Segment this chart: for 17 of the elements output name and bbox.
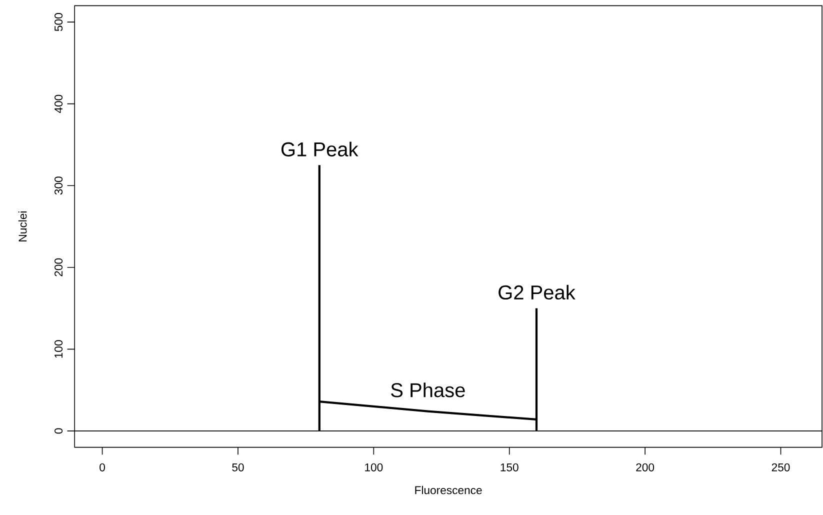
y-tick-label: 200 <box>54 258 63 276</box>
y-tick-label: 0 <box>54 428 63 434</box>
y-tick-label: 300 <box>54 176 63 195</box>
x-tick-label: 150 <box>500 463 518 472</box>
y-tick-label: 500 <box>54 13 63 32</box>
annotation: G2 Peak <box>498 284 576 300</box>
y-tick-label: 400 <box>54 94 63 114</box>
x-axis-title: Fluorescence <box>415 486 482 494</box>
y-tick-label: 100 <box>54 340 63 358</box>
x-tick-label: 50 <box>232 463 244 472</box>
x-tick-label: 0 <box>100 463 105 472</box>
x-tick-label: 200 <box>636 463 654 472</box>
annotation: S Phase <box>391 382 465 398</box>
x-tick-label: 100 <box>365 463 383 472</box>
x-tick-label: 250 <box>772 463 790 472</box>
y-axis-title: Nuclei <box>18 212 27 242</box>
annotation: G1 Peak <box>281 142 358 156</box>
